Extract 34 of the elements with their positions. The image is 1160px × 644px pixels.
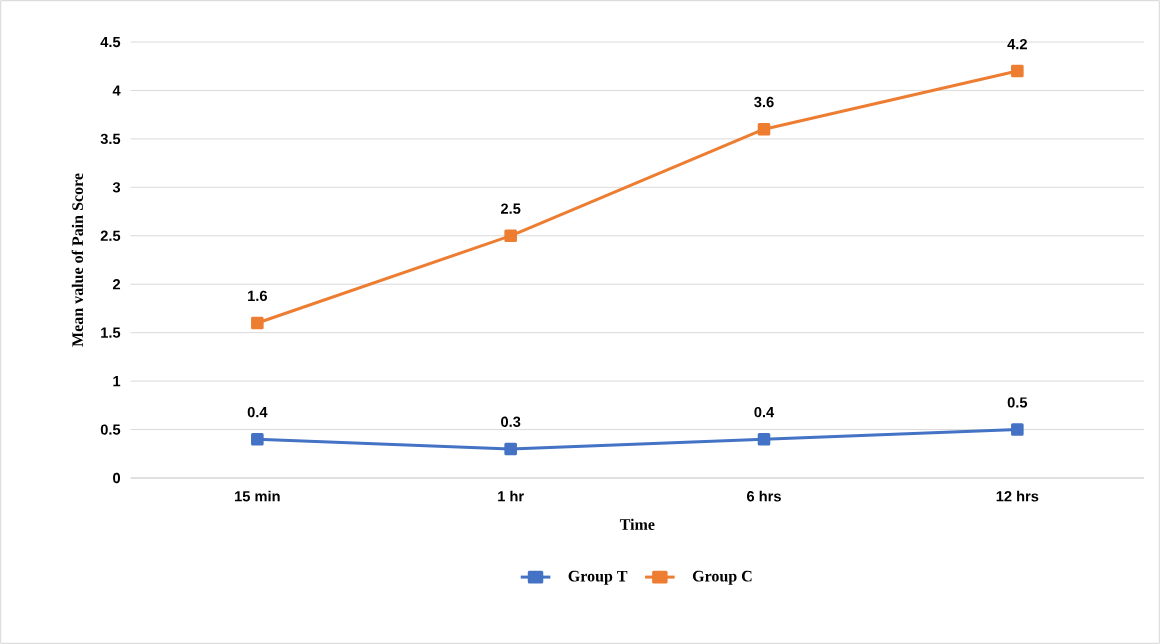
- x-tick-label: 6 hrs: [747, 490, 781, 502]
- point: [251, 432, 264, 446]
- point: [251, 316, 264, 330]
- y-axis-title: Mean value of Pain Score: [71, 173, 84, 347]
- y-tick-label: 1.5: [101, 327, 121, 338]
- point: [757, 122, 771, 136]
- x-tick-label: 1 hr: [498, 490, 524, 502]
- y-tick-label: 2: [112, 279, 121, 290]
- y-tick-label: 1: [113, 376, 121, 387]
- data-label: 0.4: [754, 406, 775, 418]
- data-label: 0.4: [247, 406, 268, 418]
- y-tick-label: 3.5: [100, 133, 121, 145]
- legend-label: Group C: [692, 570, 752, 585]
- x-axis-title: Time: [619, 518, 655, 530]
- y-tick-label: 2.5: [100, 230, 121, 241]
- point: [757, 432, 771, 446]
- data-label: 0.5: [1007, 397, 1028, 408]
- point: [504, 442, 517, 456]
- point: [504, 229, 517, 243]
- y-tick-label: 3: [112, 182, 121, 193]
- y-tick-label: 0.5: [100, 424, 121, 435]
- data-label: 1.6: [248, 290, 268, 302]
- data-label: 0.3: [501, 416, 521, 427]
- data-label: 2.5: [500, 203, 521, 214]
- data-label: 3.6: [754, 96, 774, 108]
- point: [1011, 423, 1024, 436]
- x-tick-label: 12 hrs: [996, 490, 1039, 502]
- x-tick-label: 15 min: [235, 490, 280, 502]
- y-tick-label: 0: [113, 472, 121, 484]
- y-tick-label: 4.5: [100, 36, 121, 48]
- legend-label: Group T: [568, 570, 628, 585]
- point: [1011, 64, 1024, 78]
- data-label: 4.2: [1007, 38, 1027, 50]
- y-tick-label: 4: [112, 85, 121, 96]
